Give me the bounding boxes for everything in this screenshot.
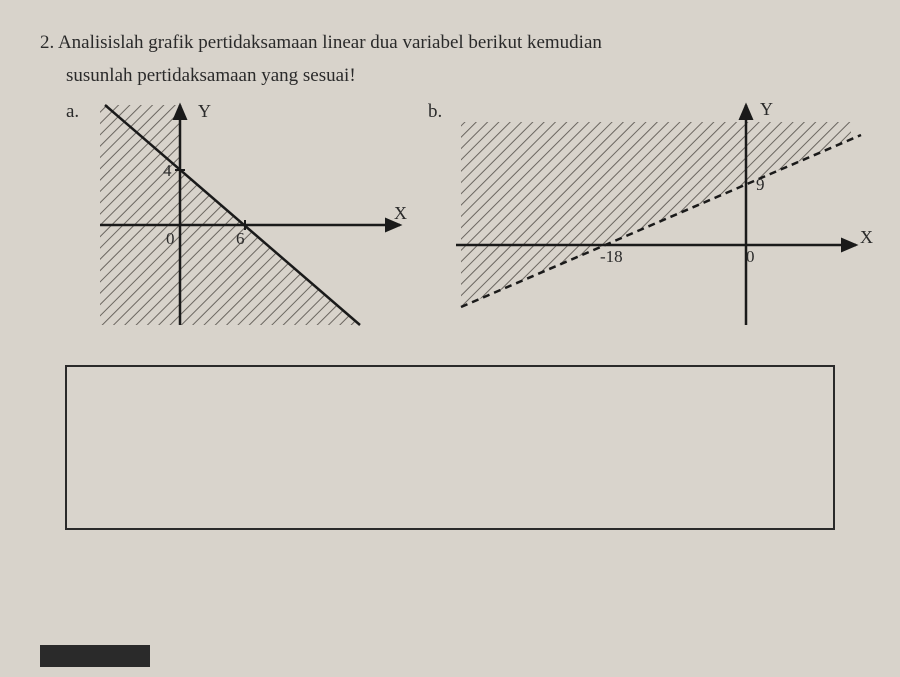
question-line1: Analisislah grafik pertidaksamaan linear… — [58, 32, 602, 53]
part-a-label: a. — [66, 101, 79, 123]
question-number: 2. — [40, 32, 54, 53]
page-container: 2. Analisislah grafik pertidaksamaan lin… — [0, 0, 900, 550]
chart-b-container: b. Y X 0 9 -18 — [428, 95, 866, 335]
problem-statement: 2. Analisislah grafik pertidaksamaan lin… — [40, 28, 860, 57]
chart-b — [446, 95, 866, 335]
chart-a-container: a. Y X 0 4 6 — [40, 95, 420, 335]
chart-a — [60, 95, 420, 335]
chart-a-y-label: Y — [198, 101, 211, 122]
part-b-label: b. — [428, 101, 442, 123]
chart-b-x-label: X — [860, 227, 873, 248]
chart-a-x-intercept: 6 — [236, 229, 245, 249]
footer-block — [40, 645, 150, 667]
chart-b-y-label: Y — [760, 99, 773, 120]
chart-a-y-intercept: 4 — [163, 161, 172, 181]
chart-b-origin-label: 0 — [746, 247, 755, 267]
charts-row: a. Y X 0 4 6 b. — [40, 95, 860, 335]
chart-a-origin-label: 0 — [166, 229, 175, 249]
answer-box — [65, 365, 835, 530]
chart-a-x-label: X — [394, 203, 407, 224]
chart-b-x-intercept: -18 — [600, 247, 623, 267]
question-line2: susunlah pertidaksamaan yang sesuai! — [40, 61, 860, 90]
chart-b-y-intercept: 9 — [756, 175, 765, 195]
